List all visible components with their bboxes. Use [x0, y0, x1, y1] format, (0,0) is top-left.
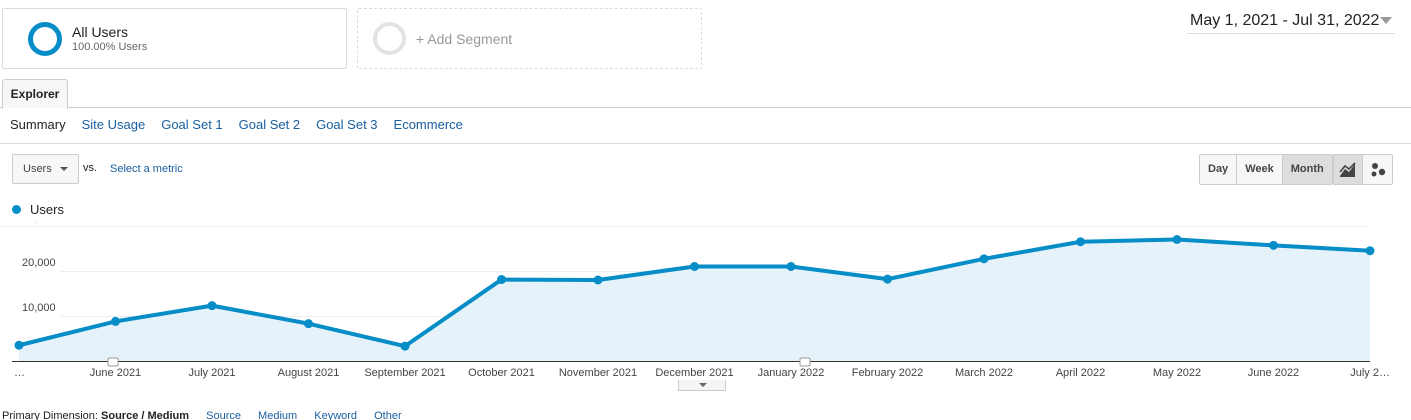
chevron-down-icon [60, 167, 68, 171]
y-tick-label: 20,000 [22, 257, 56, 269]
period-month-button[interactable]: Month [1282, 155, 1332, 184]
subtab-goal-set-1[interactable]: Goal Set 1 [161, 117, 223, 132]
x-tick-label: February 2022 [852, 367, 924, 379]
tab-divider [0, 107, 1411, 108]
x-tick-label: September 2021 [364, 367, 445, 379]
dimension-other-link[interactable]: Other [374, 410, 402, 420]
date-range-picker[interactable]: May 1, 2021 - Jul 31, 2022 [1187, 9, 1395, 34]
chart-legend: Users [12, 202, 64, 217]
line-chart-icon [1339, 161, 1356, 177]
line-chart-button[interactable] [1334, 155, 1363, 184]
chevron-down-icon [1380, 17, 1392, 24]
date-range-label: May 1, 2021 - Jul 31, 2022 [1190, 12, 1380, 29]
data-point [1365, 246, 1375, 256]
segment-title: All Users [72, 24, 129, 40]
data-point [111, 316, 120, 326]
x-tick-label: January 2022 [758, 367, 825, 379]
primary-dimension-bar: Primary Dimension: Source / Medium Sourc… [2, 410, 416, 420]
data-point [207, 301, 217, 311]
legend-dot [12, 205, 21, 214]
subtab-divider [0, 143, 1411, 144]
legend-label: Users [30, 202, 64, 217]
chart-type-toggle [1333, 154, 1393, 185]
segment-all-users[interactable]: All Users 100.00% Users [2, 8, 347, 69]
data-point [979, 254, 989, 264]
x-tick-label: July 2021 [188, 367, 235, 379]
segment-ring-icon [28, 21, 62, 56]
data-point [304, 319, 313, 329]
motion-chart-button[interactable] [1363, 155, 1392, 184]
primary-dimension-label: Primary Dimension: [2, 410, 98, 420]
metric-dropdown[interactable]: Users [12, 154, 79, 184]
subtab-summary[interactable]: Summary [10, 117, 66, 132]
data-point [400, 341, 410, 351]
subtab-bar: Summary Site Usage Goal Set 1 Goal Set 2… [10, 117, 479, 132]
x-tick-label: November 2021 [559, 367, 637, 379]
data-point [690, 262, 699, 271]
subtab-goal-set-2[interactable]: Goal Set 2 [238, 117, 301, 132]
x-tick-label: December 2021 [655, 367, 733, 379]
x-tick-label: August 2021 [278, 367, 340, 379]
select-metric-link[interactable]: Select a metric [110, 163, 183, 175]
users-line-chart: 10,000 20,000 30,000 … June 2021 July 2021 Aug… [0, 222, 1390, 379]
dimension-source-link[interactable]: Source [206, 410, 241, 420]
chart-expander-handle[interactable] [678, 380, 726, 391]
data-point [786, 262, 796, 271]
dimension-medium-link[interactable]: Medium [258, 410, 298, 420]
subtab-site-usage[interactable]: Site Usage [81, 117, 146, 132]
data-point [1076, 237, 1085, 247]
data-point [593, 275, 603, 285]
bubble-chart-icon [1371, 162, 1385, 176]
empty-segment-ring-icon [373, 22, 406, 55]
period-day-button[interactable]: Day [1200, 155, 1238, 184]
dimension-keyword-link[interactable]: Keyword [314, 410, 358, 420]
data-point [1172, 235, 1182, 244]
y-tick-label: 10,000 [22, 302, 56, 314]
segment-subtitle: 100.00% Users [72, 41, 148, 53]
data-point [883, 274, 892, 284]
x-tick-label: July 2… [1350, 367, 1390, 379]
y-tick-label: 30,000 [22, 222, 56, 224]
period-toggle: Day Week Month [1199, 154, 1333, 185]
primary-dimension-selected[interactable]: Source / Medium [101, 410, 190, 420]
x-tick-label: June 2021 [90, 367, 141, 379]
annotation-icon [107, 357, 119, 367]
x-tick-label: June 2022 [1248, 367, 1299, 379]
data-point [497, 275, 506, 285]
x-tick-label: October 2021 [468, 367, 535, 379]
data-point [1269, 240, 1278, 250]
subtab-ecommerce[interactable]: Ecommerce [393, 117, 463, 132]
x-tick-label: April 2022 [1056, 367, 1106, 379]
data-point [14, 340, 24, 350]
add-segment-label: + Add Segment [416, 30, 513, 47]
subtab-goal-set-3[interactable]: Goal Set 3 [316, 117, 378, 132]
area-fill [19, 239, 1370, 361]
chevron-down-icon [699, 383, 707, 387]
x-tick-label: … [14, 367, 25, 379]
x-tick-label: March 2022 [955, 367, 1013, 379]
metric-dropdown-value: Users [23, 163, 52, 175]
vs-label: vs. [83, 162, 98, 174]
x-tick-label: May 2022 [1153, 367, 1201, 379]
tab-explorer[interactable]: Explorer [2, 79, 68, 109]
period-week-button[interactable]: Week [1237, 155, 1283, 184]
annotation-icon [799, 357, 811, 367]
add-segment-button[interactable]: + Add Segment [357, 8, 702, 69]
